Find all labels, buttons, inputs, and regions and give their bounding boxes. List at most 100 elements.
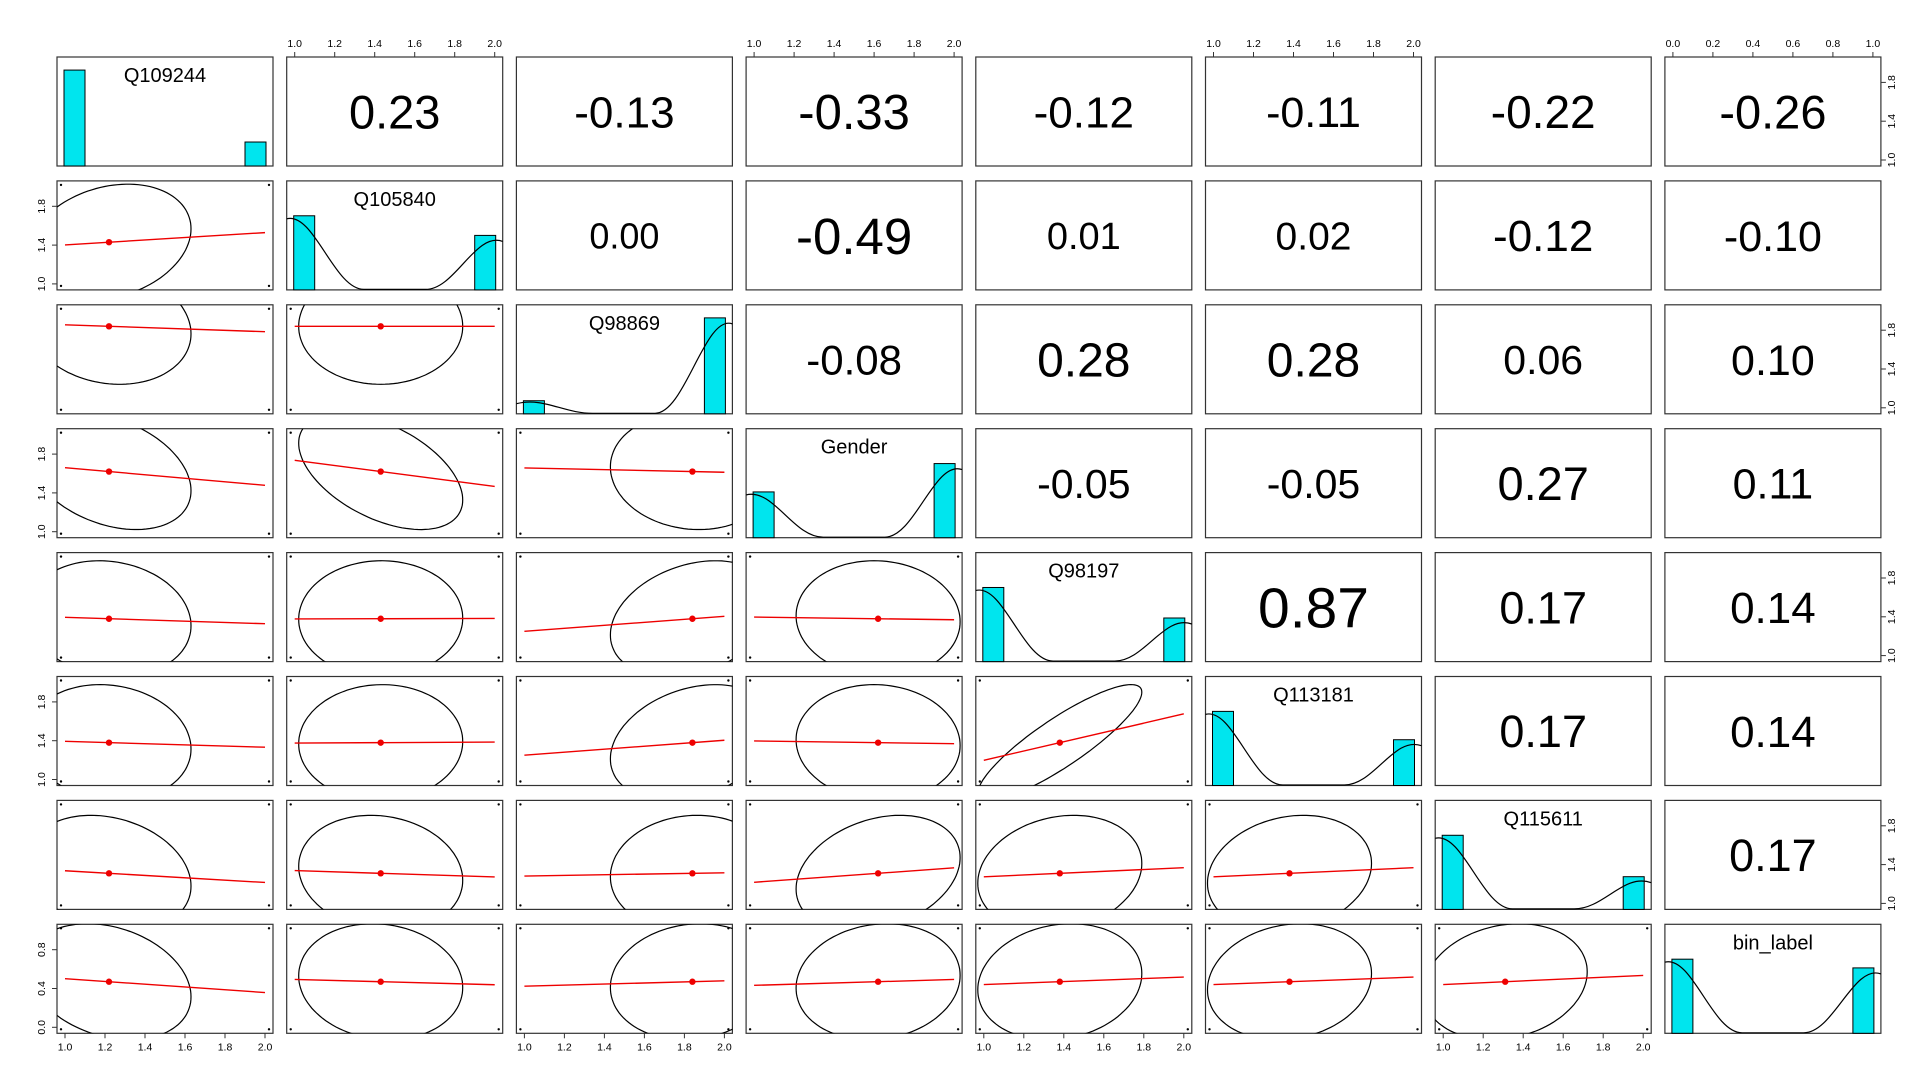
corner-point <box>748 803 752 806</box>
tick-label: 0.8 <box>1826 38 1841 50</box>
center-point <box>1056 739 1064 746</box>
panel-frame <box>1204 180 1423 291</box>
corner-point <box>748 780 752 783</box>
panel-frame <box>56 923 274 1034</box>
center-point <box>377 739 384 746</box>
tick-label: 1.8 <box>36 694 48 709</box>
panel-r8-c7 <box>1434 923 1652 1034</box>
fit-line <box>983 867 1184 878</box>
tick-label: 1.4 <box>138 1041 153 1053</box>
tick-label: 1.0 <box>1206 38 1221 50</box>
histogram-bar <box>982 586 1005 663</box>
bottom-axis-q98869: 1.0 1.2 1.4 1.6 1.8 2.0 <box>517 1033 732 1053</box>
panel-frame <box>515 304 734 415</box>
correlation-value: 0.00 <box>589 215 659 256</box>
tick-label: 1.2 <box>1246 38 1261 50</box>
panel-r6-c3 <box>515 675 734 787</box>
correlation-value: 0.14 <box>1730 708 1816 757</box>
correlation-value: 0.17 <box>1499 582 1587 633</box>
panel-r8-c1 <box>56 923 274 1034</box>
tick-label: 1.6 <box>867 38 882 50</box>
bottom-axis-q98197: 1.0 1.2 1.4 1.6 1.8 2.0 <box>976 1033 1191 1053</box>
tick-label: 1.0 <box>36 276 48 291</box>
fit-line <box>294 741 495 744</box>
correlation-ellipse <box>57 428 192 531</box>
center-point <box>105 468 113 475</box>
corner-point <box>497 1028 500 1031</box>
corner-point <box>727 431 730 434</box>
tick-label: 2.0 <box>487 38 502 50</box>
fit-line <box>294 869 495 878</box>
corner-point <box>519 904 522 907</box>
correlation-ellipse <box>795 560 961 662</box>
corner-point <box>289 555 292 558</box>
variable-label-q115611: Q115611 <box>1504 808 1583 830</box>
tick-label: 1.6 <box>407 38 422 50</box>
corner-point <box>1416 904 1419 907</box>
corner-point <box>1208 904 1211 907</box>
center-point <box>105 615 113 622</box>
corner-point <box>289 780 292 783</box>
corner-point <box>727 555 730 558</box>
panel-r1-c4: -0.33 <box>745 56 963 167</box>
panel-r4-c2 <box>286 428 504 539</box>
fit-line <box>754 616 955 621</box>
tick-label: 1.2 <box>557 1041 572 1053</box>
panel-frame <box>56 56 274 167</box>
fit-line <box>294 617 495 620</box>
corner-point <box>727 904 730 907</box>
corner-point <box>1416 927 1419 930</box>
panel-frame <box>515 799 734 911</box>
tick-label: 1.0 <box>1866 38 1881 50</box>
corner-point <box>748 1028 752 1031</box>
density-curve <box>975 589 1193 662</box>
panel-frame <box>515 675 734 787</box>
histogram-bar <box>1212 710 1234 787</box>
panel-frame <box>286 675 504 787</box>
tick-label: 1.6 <box>178 1041 193 1053</box>
panel-frame <box>1664 675 1882 787</box>
corner-point <box>978 904 981 907</box>
tick-label: 1.0 <box>36 524 48 539</box>
tick-label: 1.6 <box>1556 1041 1571 1053</box>
center-point <box>689 739 696 746</box>
correlation-value: 0.87 <box>1258 577 1369 641</box>
panel-r1-c8: -0.26 <box>1664 56 1882 167</box>
corner-point <box>519 679 522 682</box>
corner-point <box>956 927 960 930</box>
panel-r1-c6: -0.11 <box>1204 56 1423 167</box>
corner-point <box>497 532 500 535</box>
tick-label: 1.4 <box>1886 857 1898 872</box>
correlation-value: -0.12 <box>1034 88 1134 137</box>
correlation-value: 0.10 <box>1731 337 1815 385</box>
panel-r3-c7: 0.06 <box>1434 304 1652 415</box>
corner-point <box>748 927 752 930</box>
tick-label: 1.0 <box>1886 648 1898 663</box>
panel-frame <box>1434 56 1652 167</box>
corner-point <box>59 656 63 659</box>
panel-frame <box>975 56 1193 167</box>
corner-point <box>956 555 960 558</box>
panel-frame <box>515 428 734 539</box>
center-point <box>105 978 113 985</box>
panel-frame <box>1664 56 1882 167</box>
panel-frame <box>1664 428 1882 539</box>
panel-frame <box>1664 923 1882 1034</box>
panel-frame <box>1434 551 1652 663</box>
corner-point <box>289 1028 292 1031</box>
correlation-value: 0.06 <box>1503 337 1583 383</box>
tick-label: 1.6 <box>1326 38 1341 50</box>
corner-point <box>748 656 752 659</box>
panel-r2-c5: 0.01 <box>975 180 1193 291</box>
histogram-bar <box>703 317 726 415</box>
panel-frame <box>1664 180 1882 291</box>
panel-frame <box>56 180 274 291</box>
fit-line <box>64 324 266 333</box>
correlation-value: -0.05 <box>1037 461 1130 507</box>
panel-frame <box>515 56 734 167</box>
corner-point <box>497 431 500 434</box>
tick-label: 1.4 <box>1056 1041 1071 1053</box>
corner-point <box>59 431 63 434</box>
panel-frame <box>1664 551 1882 663</box>
corner-point <box>267 1028 271 1031</box>
